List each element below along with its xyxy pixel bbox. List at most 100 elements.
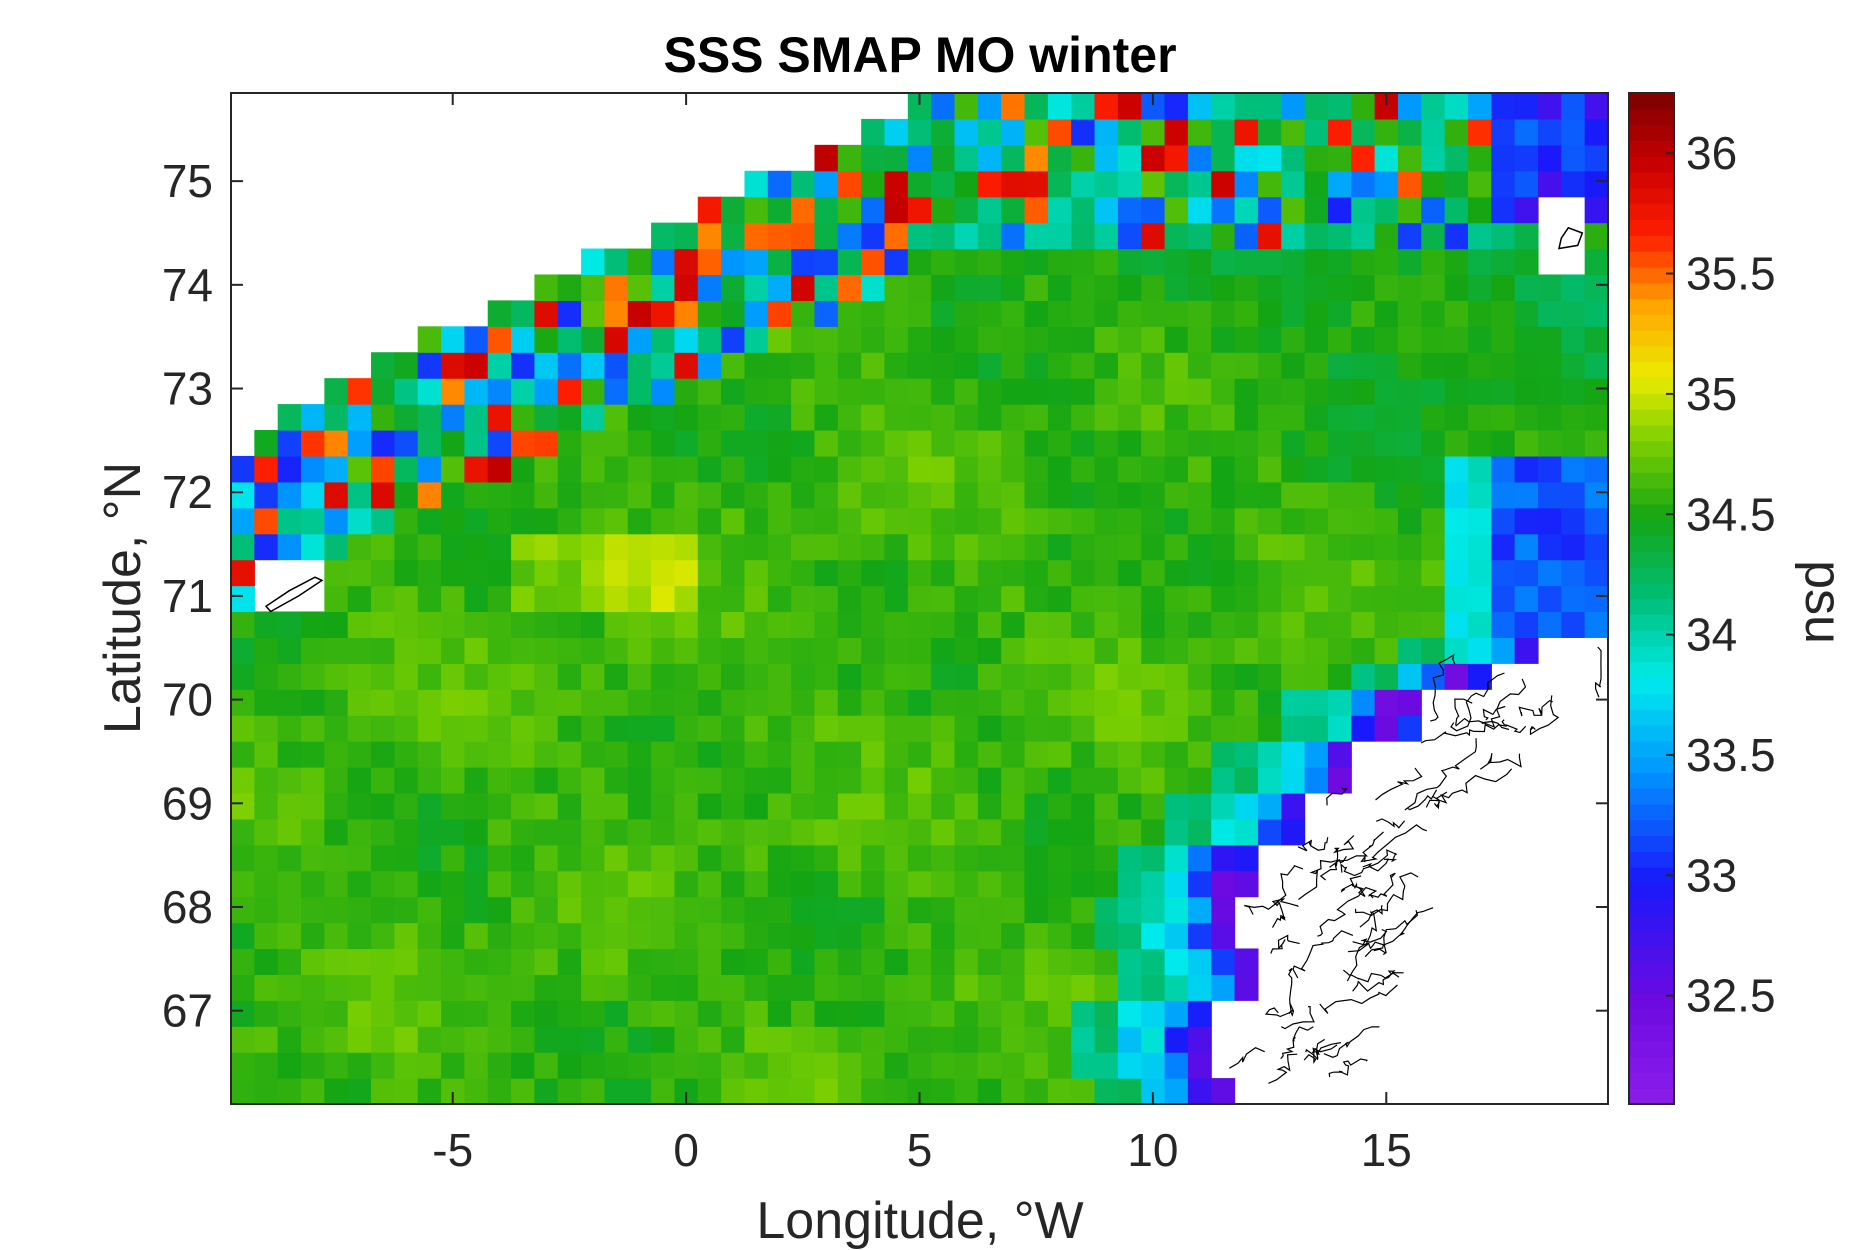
heatmap-cell [254,507,279,535]
heatmap-cell [1094,274,1119,301]
heatmap-cell [861,1078,886,1105]
heatmap-cell [1001,870,1026,898]
heatmap-cell [627,948,652,975]
heatmap-cell [1071,1026,1096,1053]
heatmap-cell [767,1052,792,1079]
heatmap-cell [837,404,862,431]
heatmap-cell [1211,870,1236,898]
heatmap-cell [441,741,465,768]
heatmap-cell [1584,559,1609,587]
colorbar-segment [1629,156,1674,173]
heatmap-cell [464,818,489,846]
heatmap-cell [347,870,372,898]
coastline-segment [1298,855,1347,900]
heatmap-cell [1304,663,1329,690]
heatmap-cell [1444,144,1469,172]
heatmap-cell [651,300,676,327]
heatmap-cell [1374,559,1399,587]
heatmap-cell [1467,378,1492,405]
heatmap-cell [1187,637,1212,664]
heatmap-cell [394,741,419,768]
heatmap-cell [884,533,909,561]
heatmap-cell [1071,637,1096,664]
heatmap-cell [721,430,746,457]
colorbar-segment [1629,377,1674,394]
heatmap-cell [1094,922,1119,950]
heatmap-cell [394,974,419,1001]
heatmap-cell [1047,818,1072,846]
heatmap-cell [1584,585,1609,613]
heatmap-cell [1047,481,1072,509]
heatmap-cell [814,559,839,587]
heatmap-cell [1537,326,1562,353]
heatmap-cell [1281,507,1306,535]
heatmap-cell [814,274,839,301]
heatmap-cell [977,1078,1002,1105]
heatmap-cell [1047,974,1072,1001]
heatmap-cell [907,481,932,509]
heatmap-cell [511,689,536,716]
heatmap-cell [1211,455,1236,483]
heatmap-cell [441,430,465,457]
heatmap-cell [884,196,909,224]
heatmap-cell [1187,844,1212,872]
heatmap-cell [1374,404,1399,431]
heatmap-cell [464,689,489,716]
heatmap-cell [1164,896,1189,924]
heatmap-cell [394,430,419,457]
heatmap-cell [557,663,582,690]
heatmap-cell [1327,715,1352,742]
heatmap-cell [604,896,629,924]
heatmap-cell [884,1078,909,1105]
heatmap-cell [277,663,302,690]
heatmap-cell [954,196,979,224]
heatmap-cell [907,533,932,561]
heatmap-cell [231,922,255,950]
heatmap-cell [417,1026,442,1053]
heatmap-cell [1164,118,1189,146]
heatmap-cell [1467,118,1492,146]
heatmap-cell [604,974,629,1001]
heatmap-cell [441,974,465,1001]
heatmap-cell [1187,404,1212,431]
heatmap-cell [954,352,979,379]
heatmap-cell [417,585,442,613]
heatmap-cell [394,378,419,405]
heatmap-cell [417,974,442,1001]
heatmap-cell [1397,118,1422,146]
heatmap-cell [791,637,816,664]
heatmap-cell [814,352,839,379]
heatmap-cell [557,1078,582,1105]
heatmap-cell [534,611,559,638]
heatmap-cell [1187,1052,1212,1079]
heatmap-cell [1024,870,1049,898]
heatmap-cell [721,1000,746,1027]
heatmap-cell [1281,378,1306,405]
y-tick-label: 69 [162,777,213,829]
heatmap-cell [767,170,792,198]
heatmap-cell [347,559,372,587]
heatmap-cell [347,1052,372,1079]
heatmap-cell [487,1026,512,1053]
heatmap-cell [347,689,372,716]
heatmap-cell [1234,663,1259,690]
heatmap-cell [977,481,1002,509]
heatmap-cell [861,792,886,820]
colorbar-tick-label: 35.5 [1686,248,1776,300]
heatmap-cell [651,378,676,405]
heatmap-cell [301,1078,325,1105]
heatmap-cell [1281,93,1306,120]
heatmap-cell [324,715,349,742]
heatmap-cell [604,300,629,327]
heatmap-cell [697,689,722,716]
heatmap-cell [324,792,349,820]
heatmap-cell [1024,896,1049,924]
colorbar-segment [1629,124,1674,141]
heatmap-cell [674,637,699,664]
colorbar-segment [1629,1056,1674,1074]
heatmap-cell [1211,326,1236,353]
heatmap-cell [814,481,839,509]
heatmap-cell [277,481,302,509]
heatmap-cell [744,611,769,638]
heatmap-cell [557,507,582,535]
